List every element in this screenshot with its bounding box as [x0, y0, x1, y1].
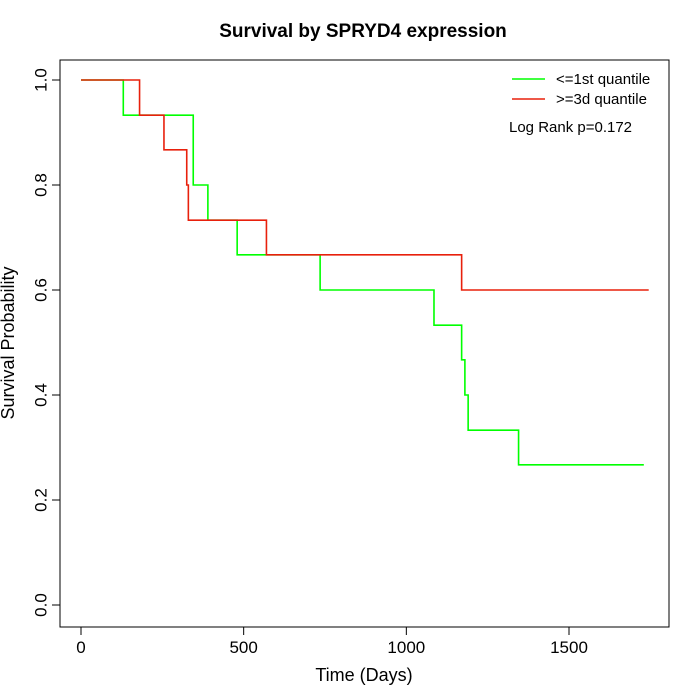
series-line-2 — [81, 79, 649, 291]
series-layer — [81, 79, 649, 466]
legend-label-1: <=1st quantile — [556, 71, 650, 88]
chart-title: Survival by SPRYD4 expression — [219, 21, 507, 42]
x-axis: 0 500 1000 1500 — [76, 626, 588, 657]
x-tick-label: 500 — [229, 638, 257, 657]
y-tick-label: 0.2 — [31, 488, 50, 512]
plot-frame — [59, 59, 670, 628]
y-axis-label: Survival Probability — [0, 266, 18, 419]
y-tick-label: 0.0 — [31, 593, 50, 617]
y-tick-label: 0.4 — [31, 383, 50, 407]
legend-label-2: >=3d quantile — [556, 91, 647, 108]
x-tick-label: 0 — [76, 638, 85, 657]
log-rank-annotation: Log Rank p=0.172 — [509, 119, 632, 136]
y-tick-label: 0.6 — [31, 278, 50, 302]
legend: <=1st quantile >=3d quantile — [512, 71, 650, 108]
x-tick-label: 1000 — [387, 638, 425, 657]
y-tick-label: 1.0 — [31, 68, 50, 92]
series-line-1 — [81, 79, 644, 466]
y-tick-label: 0.8 — [31, 173, 50, 197]
x-tick-label: 1500 — [550, 638, 588, 657]
x-axis-label: Time (Days) — [315, 665, 412, 685]
y-axis: 0.0 0.2 0.4 0.6 0.8 1.0 — [31, 68, 61, 617]
